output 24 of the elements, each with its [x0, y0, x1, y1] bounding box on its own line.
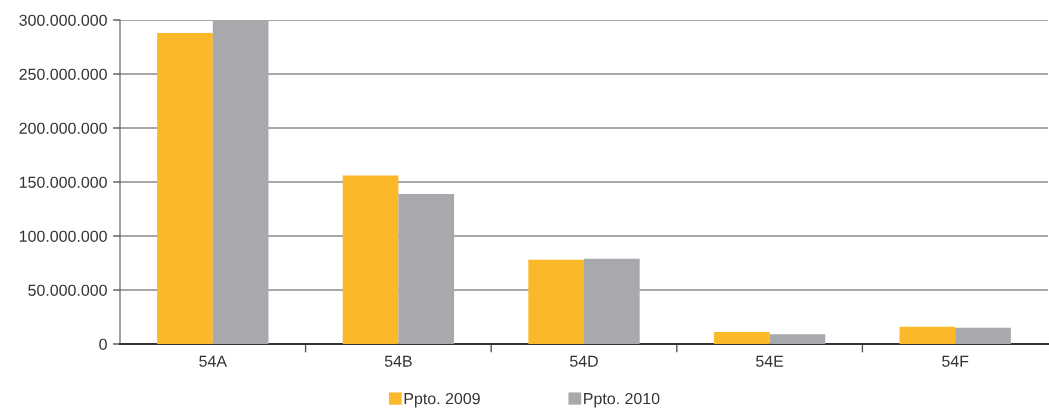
y-tick-label: 100.000.000 [19, 230, 107, 242]
bar [584, 258, 640, 344]
bar [528, 259, 584, 344]
x-tick-label: 54D [569, 355, 598, 367]
y-tick-label: 200.000.000 [19, 122, 107, 134]
legend-label: Ppto. 2010 [584, 392, 660, 408]
bar [342, 175, 399, 344]
bar [769, 334, 826, 344]
y-tick-label: 300.000.000 [19, 14, 107, 26]
bar [899, 326, 956, 344]
y-tick-label: 50.000.000 [28, 284, 107, 296]
y-tick-label: 150.000.000 [19, 176, 107, 188]
x-tick-label: 54F [942, 355, 969, 367]
x-tick-label: 54B [384, 355, 412, 367]
bar [212, 20, 269, 344]
y-tick-label: 0 [99, 338, 107, 350]
bar [955, 327, 1011, 344]
y-tick-label: 250.000.000 [19, 68, 107, 80]
bar [398, 193, 455, 344]
bar [157, 32, 213, 344]
x-tick-label: 54A [199, 355, 227, 367]
x-tick-label: 54E [756, 355, 784, 367]
legend-label: Ppto. 2009 [404, 392, 480, 408]
bar [713, 332, 770, 344]
